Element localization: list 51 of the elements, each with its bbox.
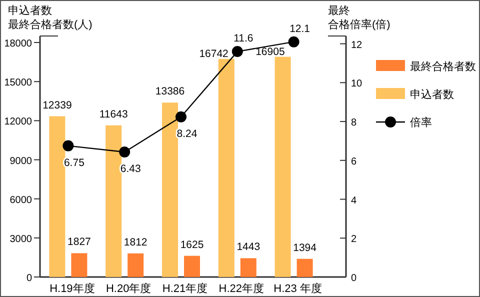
point xyxy=(176,111,186,122)
bar xyxy=(240,258,256,277)
legend-label: 最終合格者数 xyxy=(410,60,476,73)
y-tick-label: 6000 xyxy=(10,194,32,206)
y-tick-label: 15000 xyxy=(4,78,32,89)
x-tick-label: H.21年度 xyxy=(162,282,208,295)
data-label: 1827 xyxy=(68,236,92,248)
data-label: 11.6 xyxy=(234,32,254,45)
y2-tick-label: 0 xyxy=(351,273,357,284)
y2-tick-label: 12 xyxy=(351,40,363,51)
y-tick-label: 9000 xyxy=(10,156,32,167)
bar xyxy=(162,102,178,277)
data-label: 12.1 xyxy=(290,22,310,35)
y2-tick-label: 10 xyxy=(351,78,363,90)
data-label: 1625 xyxy=(180,238,204,251)
bar xyxy=(106,125,122,277)
bar xyxy=(274,56,291,277)
y2-axis-title: 最終合格倍率(倍) xyxy=(328,5,390,31)
point xyxy=(62,140,74,152)
data-label: 1394 xyxy=(293,242,317,254)
bar xyxy=(49,116,66,277)
data-label: 11643 xyxy=(99,108,128,120)
data-label: 1812 xyxy=(124,236,148,248)
y-tick-label: 18000 xyxy=(4,38,32,50)
x-tick-label: H.23 年度 xyxy=(274,282,322,295)
point xyxy=(288,36,300,48)
legend-label: 倍率 xyxy=(410,116,432,129)
bar xyxy=(218,58,234,277)
y2-tick-label: 6 xyxy=(351,156,357,168)
x-tick-label: H.20年度 xyxy=(106,282,152,295)
y-axis-title: 申込者数最終合格者数(人) xyxy=(8,4,92,31)
bar xyxy=(296,258,313,277)
y-tick-label: 0 xyxy=(26,273,32,284)
data-label: 13386 xyxy=(155,86,185,98)
bar xyxy=(71,253,88,277)
y-tick-label: 12000 xyxy=(4,116,32,128)
point xyxy=(119,146,130,158)
bar xyxy=(128,253,144,277)
point xyxy=(232,46,243,58)
y-tick-label: 3000 xyxy=(10,234,32,245)
x-tick-label: H.19年度 xyxy=(50,282,95,295)
data-label: 16905 xyxy=(256,46,285,58)
legend-label: 申込者数 xyxy=(410,88,454,101)
x-tick-label: H.22年度 xyxy=(218,282,264,295)
y2-tick-label: 4 xyxy=(351,195,357,206)
data-label: 12339 xyxy=(42,99,72,112)
y2-tick-label: 2 xyxy=(351,234,357,246)
data-label: 16742 xyxy=(199,48,229,60)
bar xyxy=(184,256,200,277)
y2-tick-label: 8 xyxy=(351,118,357,129)
data-label: 1443 xyxy=(236,241,260,254)
